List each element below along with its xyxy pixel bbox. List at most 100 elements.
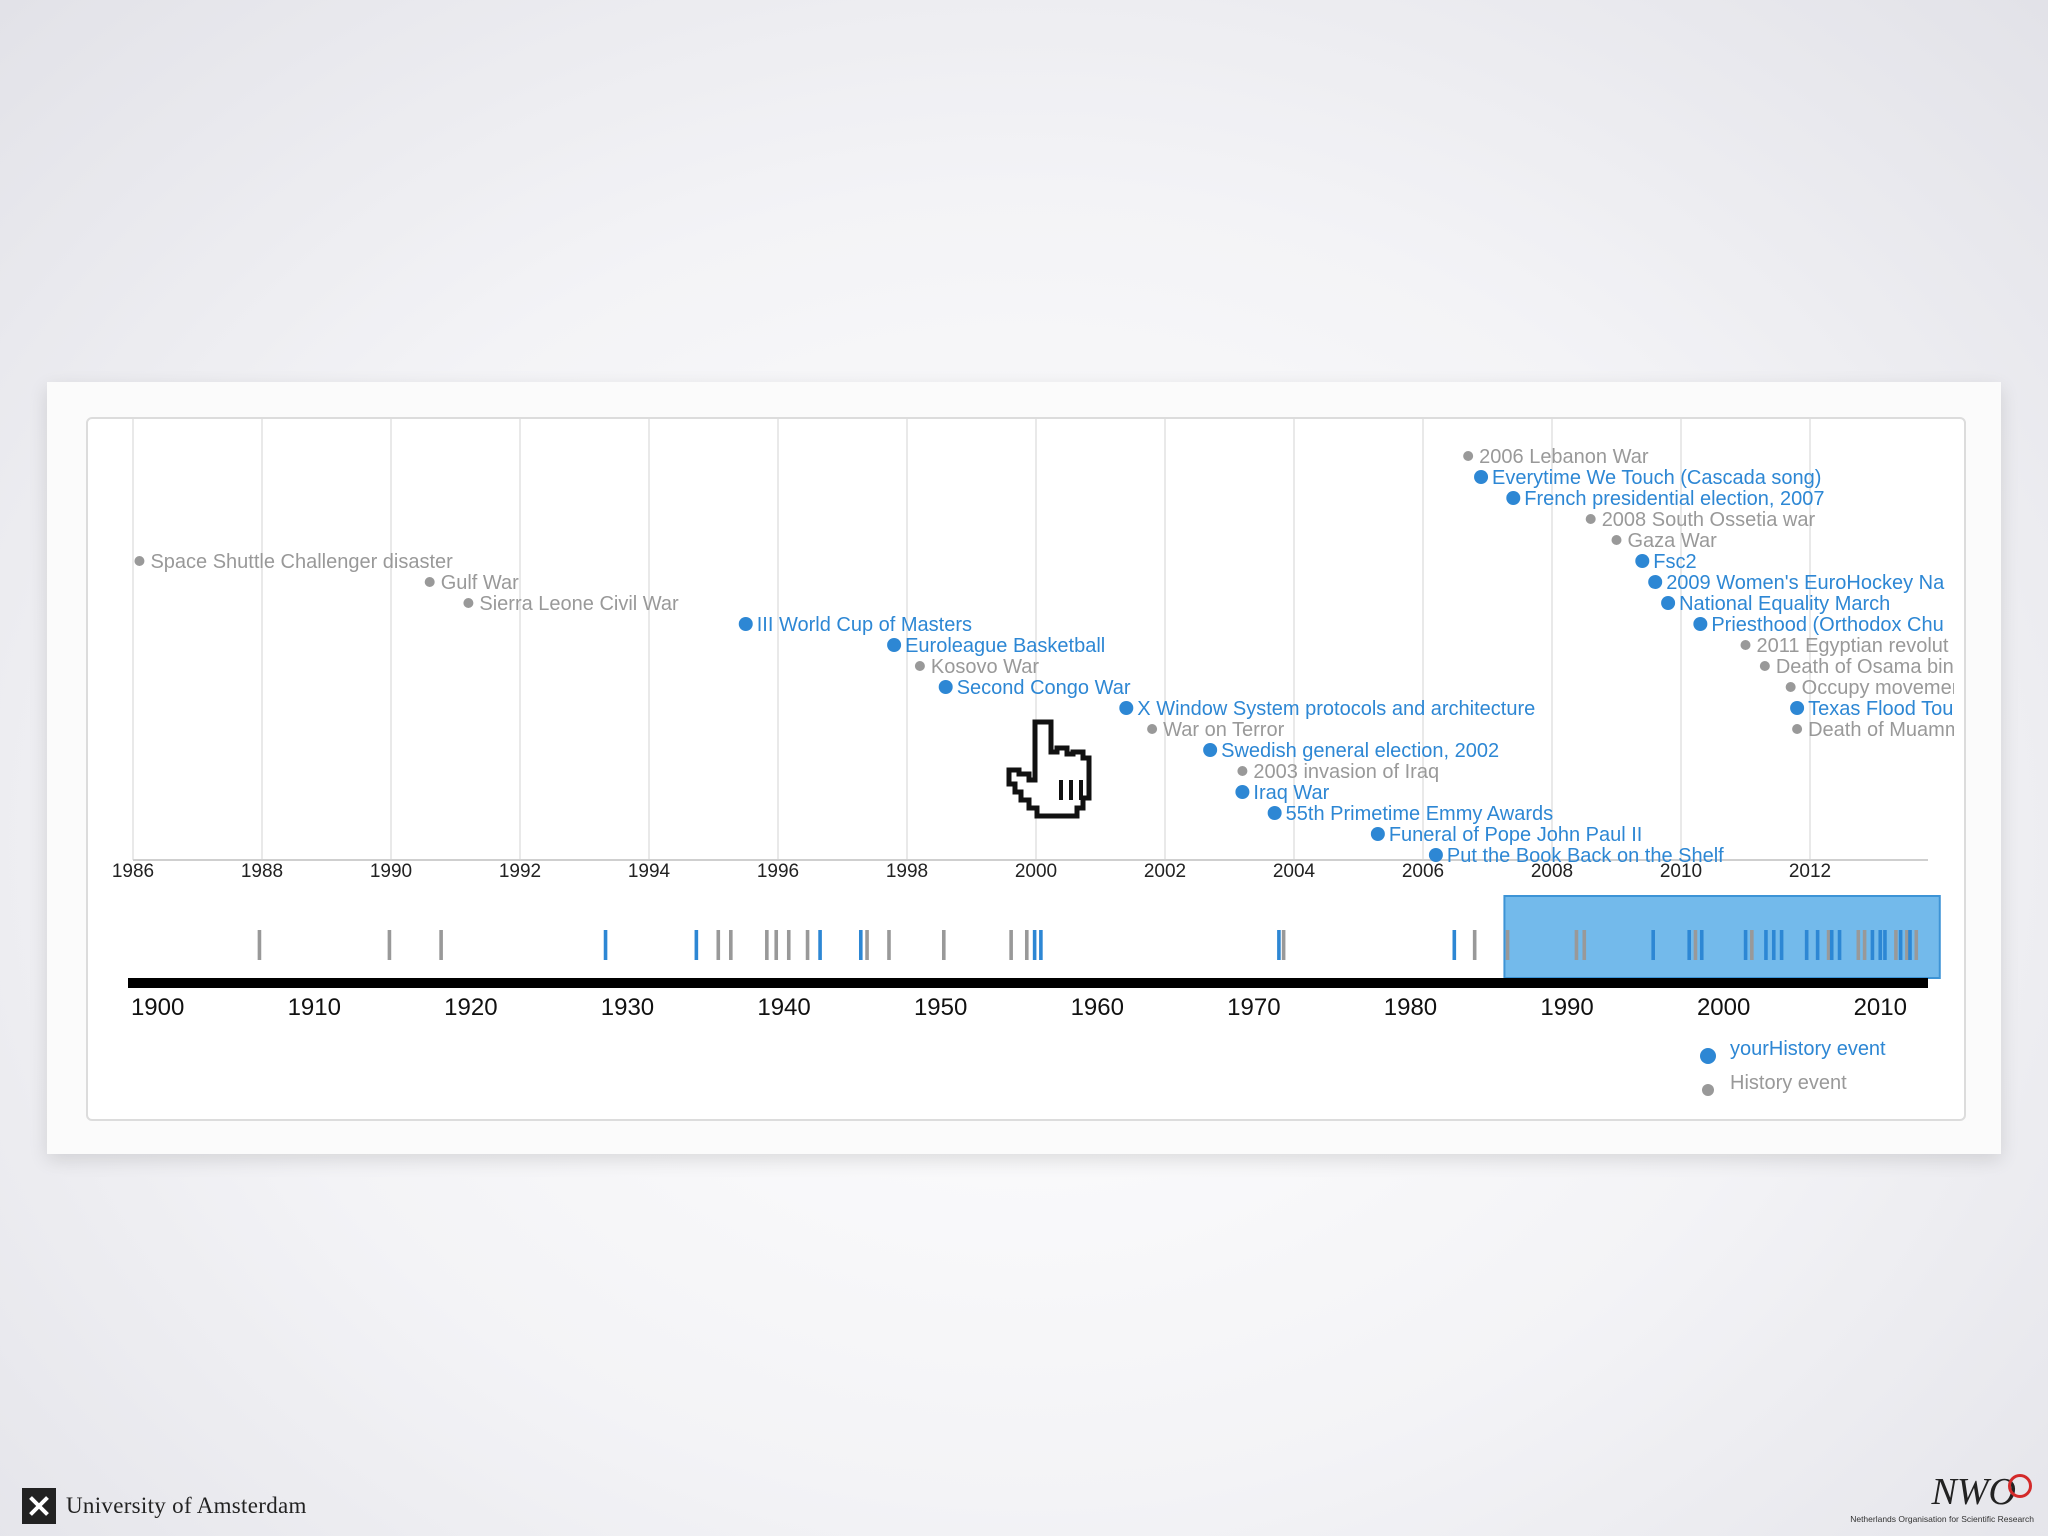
overview-history-mark <box>439 930 443 960</box>
event-label: Second Congo War <box>957 677 1131 699</box>
event-label: Fsc2 <box>1653 551 1696 573</box>
your-history-event: National Equality March <box>1661 593 1890 615</box>
event-label: Swedish general election, 2002 <box>1221 740 1499 762</box>
overview-tick-label: 2010 <box>1854 994 1907 1021</box>
event-dot <box>463 598 474 608</box>
overview-tick-label: 1910 <box>288 994 341 1021</box>
your-history-event: Euroleague Basketball <box>887 635 1105 657</box>
event-dot <box>1792 724 1803 734</box>
overview-history-mark <box>765 930 769 960</box>
nwo-mark-text: NWO <box>1931 1471 2016 1513</box>
overview-history-mark <box>774 930 779 960</box>
hand-cursor-icon <box>1006 719 1092 819</box>
overview-user-mark <box>1764 930 1768 960</box>
event-label: Texas Flood Tour <box>1808 698 1960 720</box>
event-label: Sierra Leone Civil War <box>479 593 679 615</box>
event-label: Put the Book Back on the Shelf <box>1447 845 1724 867</box>
overview-history-mark <box>1505 930 1510 960</box>
overview-history-mark <box>1914 930 1919 960</box>
event-label: 55th Primetime Emmy Awards <box>1286 803 1554 825</box>
event-dot <box>134 556 145 566</box>
event-label: Death of Muamm <box>1808 719 1961 741</box>
event-dot <box>1474 470 1489 484</box>
overview-user-mark <box>1039 930 1043 960</box>
overview-axis: 1900 1910 1920 1930 1940 1950 1960 1970 1980 1990… <box>131 994 1907 1021</box>
overview-timeline[interactable] <box>128 895 1941 988</box>
overview-history-mark <box>1024 930 1029 960</box>
overview-tick-label: 1940 <box>757 994 810 1021</box>
overview-history-mark <box>1826 930 1831 960</box>
brush-selection <box>1503 895 1941 979</box>
detail-tick-label: 2010 <box>1660 861 1702 882</box>
overview-user-mark <box>1032 930 1037 960</box>
event-label: 2009 Women's EuroHockey Na <box>1666 572 1945 594</box>
event-label: Priesthood (Orthodox Chu <box>1711 614 1943 636</box>
event-dot <box>1203 743 1218 757</box>
event-label: 2003 invasion of Iraq <box>1253 761 1439 783</box>
event-label: Funeral of Pope John Paul II <box>1389 824 1643 846</box>
overview-tick-label: 1980 <box>1384 994 1437 1021</box>
your-history-event: III World Cup of Masters <box>738 614 972 636</box>
event-label: Everytime We Touch (Cascada song) <box>1492 467 1821 489</box>
detail-grid <box>132 419 1811 860</box>
overview-history-mark <box>805 930 810 960</box>
event-dot <box>1370 827 1385 841</box>
overview-tick-label: 1900 <box>131 994 184 1021</box>
timeline-chart: 1986 1988 1990 1992 1994 1996 1998 2000 2002 2004… <box>112 419 1961 1096</box>
event-dot <box>424 577 435 587</box>
event-dot <box>1785 682 1796 692</box>
event-label: War on Terror <box>1163 719 1284 741</box>
overview-history-mark <box>387 930 392 960</box>
overview-history-mark <box>1009 930 1013 960</box>
overview-history-mark <box>1862 930 1867 960</box>
overview-user-mark <box>1815 930 1820 960</box>
overview-history-mark <box>1905 930 1909 960</box>
overview-tick-label: 1950 <box>914 994 967 1021</box>
overview-user-mark <box>1277 930 1281 960</box>
detail-tick-label: 2008 <box>1531 861 1573 882</box>
detail-tick-label: 2002 <box>1144 861 1186 882</box>
overview-history-mark <box>1281 930 1286 960</box>
event-dot <box>1693 617 1708 631</box>
event-label: Iraq War <box>1253 782 1329 804</box>
overview-history-mark <box>1472 930 1477 960</box>
overview-user-mark <box>1771 930 1776 960</box>
overview-user-mark <box>1878 930 1883 960</box>
overview-tick-label: 1930 <box>601 994 654 1021</box>
overview-user-mark <box>1743 930 1748 960</box>
detail-axis: 1986 1988 1990 1992 1994 1996 1998 2000 2002 2004… <box>112 859 1928 882</box>
detail-tick-label: 1992 <box>499 861 541 882</box>
detail-tick-label: 1998 <box>886 861 928 882</box>
overview-history-mark <box>865 930 869 960</box>
event-dot <box>738 617 753 631</box>
your-history-event: Put the Book Back on the Shelf <box>1428 845 1724 867</box>
hand-cursor-finger-line <box>1059 780 1063 800</box>
overview-history-mark <box>1582 930 1587 960</box>
event-label: 2008 South Ossetia war <box>1602 509 1816 531</box>
your-history-event: Funeral of Pope John Paul II <box>1370 824 1643 846</box>
overview-history-mark <box>1574 930 1579 960</box>
overview-user-mark <box>1898 930 1903 960</box>
event-dot <box>1119 701 1134 715</box>
event-label: National Equality March <box>1679 593 1890 615</box>
overview-history-mark <box>729 930 733 960</box>
overview-user-mark <box>1837 930 1842 960</box>
overview-history-mark <box>1693 930 1698 960</box>
overview-history-mark <box>257 930 262 960</box>
hand-cursor-finger-line <box>1069 780 1073 800</box>
event-dot <box>1740 640 1751 650</box>
overview-history-mark <box>1750 930 1754 960</box>
event-dot <box>1267 806 1282 820</box>
your-history-event: Iraq War <box>1235 782 1330 804</box>
overview-user-mark <box>1452 930 1457 960</box>
history-event: Kosovo War <box>914 656 1039 678</box>
legend-history-dot <box>1702 1084 1714 1096</box>
hand-cursor-outline <box>1006 719 1092 819</box>
history-event: 2008 South Ossetia war <box>1585 509 1816 531</box>
your-history-event: Swedish general election, 2002 <box>1203 740 1499 762</box>
history-event: Gulf War <box>424 572 519 594</box>
detail-tick-label: 1996 <box>757 861 799 882</box>
overview-history-mark <box>1856 930 1861 960</box>
overview-user-mark <box>1829 930 1834 960</box>
overview-tick-label: 1960 <box>1071 994 1124 1021</box>
